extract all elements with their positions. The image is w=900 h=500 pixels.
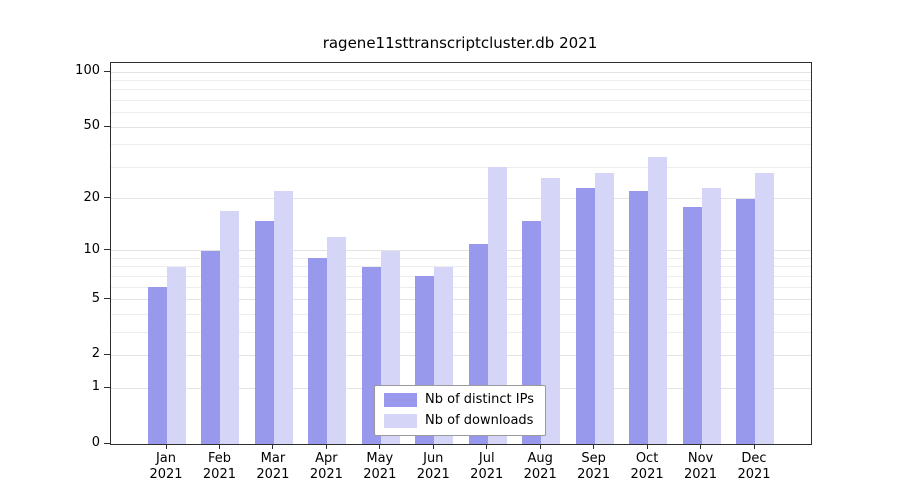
- x-tick-year-may: 2021: [363, 467, 397, 482]
- x-tick-mark-may: [379, 444, 381, 449]
- gridline-9: [111, 257, 811, 259]
- legend: Nb of distinct IPs Nb of downloads: [374, 385, 546, 436]
- bar-downloads-jul: [487, 167, 507, 444]
- y-tick-mark-0: [104, 442, 110, 444]
- legend-swatch-distinct-ips: [384, 393, 418, 407]
- x-tick-mark-nov: [700, 444, 702, 449]
- bar-downloads-apr: [327, 237, 347, 444]
- gridline-6: [111, 286, 811, 288]
- bar-ips-jan: [148, 287, 167, 444]
- x-tick-label-oct: Oct 2021: [617, 451, 677, 483]
- x-tick-label-dec: Dec 2021: [724, 451, 784, 483]
- gridline-40: [111, 144, 811, 146]
- x-tick-label-jun: Jun 2021: [403, 451, 463, 483]
- y-tick-label-10: 10: [83, 241, 100, 257]
- x-tick-mark-sep: [593, 444, 595, 449]
- x-tick-year-oct: 2021: [630, 467, 664, 482]
- bar-downloads-nov: [701, 187, 721, 444]
- x-tick-mark-jan: [165, 444, 167, 449]
- legend-item-distinct-ips: Nb of distinct IPs: [384, 393, 534, 407]
- y-tick-mark-1: [104, 386, 110, 388]
- x-tick-mark-oct: [646, 444, 648, 449]
- x-tick-label-mar: Mar 2021: [243, 451, 303, 483]
- y-tick-label-50: 50: [83, 118, 100, 134]
- bar-ips-dec: [736, 198, 755, 444]
- y-tick-label-100: 100: [75, 63, 100, 78]
- gridline-8: [111, 266, 811, 268]
- x-tick-year-jun: 2021: [416, 467, 450, 482]
- x-tick-mark-jun: [432, 444, 434, 449]
- gridline-4: [111, 313, 811, 315]
- gridline-3: [111, 331, 811, 333]
- y-tick-label-2: 2: [91, 346, 100, 362]
- bar-ips-apr: [308, 258, 328, 444]
- bar-ips-oct: [629, 191, 649, 444]
- legend-item-downloads: Nb of downloads: [384, 414, 534, 428]
- y-tick-mark-10: [104, 249, 110, 251]
- x-tick-label-nov: Nov 2021: [671, 451, 731, 483]
- bar-ips-feb: [201, 250, 221, 444]
- bar-ips-sep: [575, 187, 595, 444]
- x-tick-label-jul: Jul 2021: [457, 451, 517, 483]
- x-tick-label-aug: Aug 2021: [510, 451, 570, 483]
- x-tick-year-sep: 2021: [577, 467, 611, 482]
- gridline-50: [111, 126, 811, 128]
- y-tick-mark-50: [104, 125, 110, 127]
- legend-swatch-downloads: [384, 414, 418, 428]
- bar-downloads-sep: [594, 172, 614, 444]
- bar-downloads-mar: [273, 191, 293, 444]
- x-tick-year-apr: 2021: [309, 467, 343, 482]
- gridline-10: [111, 250, 811, 252]
- gridline-20: [111, 198, 811, 200]
- x-tick-label-apr: Apr 2021: [296, 451, 356, 483]
- gridline-70: [111, 99, 811, 101]
- bar-downloads-feb: [220, 211, 240, 444]
- x-tick-year-mar: 2021: [256, 467, 290, 482]
- gridline-30: [111, 166, 811, 168]
- y-tick-mark-20: [104, 197, 110, 199]
- y-tick-label-5: 5: [91, 290, 100, 306]
- bar-ips-mar: [254, 220, 274, 444]
- x-tick-year-nov: 2021: [683, 467, 718, 482]
- gridline-7: [111, 275, 811, 277]
- gridline-2: [111, 354, 811, 356]
- x-tick-mark-aug: [539, 444, 541, 449]
- x-tick-mark-jul: [486, 444, 488, 449]
- x-tick-mark-apr: [325, 444, 327, 449]
- bar-downloads-oct: [648, 157, 668, 444]
- chart-title: ragene11sttranscriptcluster.db 2021: [322, 34, 598, 52]
- gridline-5: [111, 299, 811, 301]
- x-tick-year-aug: 2021: [523, 467, 557, 482]
- x-tick-year-jan: 2021: [149, 467, 183, 482]
- x-tick-year-feb: 2021: [202, 467, 236, 482]
- x-tick-mark-dec: [753, 444, 755, 449]
- bar-downloads-aug: [541, 178, 561, 444]
- gridline-90: [111, 79, 811, 81]
- y-tick-label-20: 20: [83, 189, 100, 205]
- legend-label-downloads: Nb of downloads: [425, 413, 534, 428]
- y-tick-label-1: 1: [91, 379, 100, 395]
- x-tick-label-feb: Feb 2021: [189, 451, 249, 483]
- x-tick-mark-mar: [272, 444, 274, 449]
- y-tick-mark-100: [104, 70, 110, 72]
- x-tick-label-jan: Jan 2021: [136, 451, 196, 483]
- y-tick-mark-2: [104, 353, 110, 355]
- x-tick-year-jul: 2021: [470, 467, 504, 482]
- gridline-100: [111, 71, 811, 73]
- bar-ips-nov: [682, 206, 702, 444]
- bar-downloads-jan: [167, 266, 186, 444]
- x-tick-year-dec: 2021: [737, 467, 771, 482]
- y-tick-mark-5: [104, 298, 110, 300]
- gridline-60: [111, 112, 811, 114]
- bar-downloads-dec: [755, 172, 774, 444]
- x-tick-label-may: May 2021: [350, 451, 410, 483]
- y-tick-label-0: 0: [91, 435, 100, 450]
- x-tick-label-sep: Sep 2021: [564, 451, 624, 483]
- x-tick-mark-feb: [218, 444, 220, 449]
- gridline-80: [111, 89, 811, 91]
- legend-label-distinct-ips: Nb of distinct IPs: [425, 392, 534, 407]
